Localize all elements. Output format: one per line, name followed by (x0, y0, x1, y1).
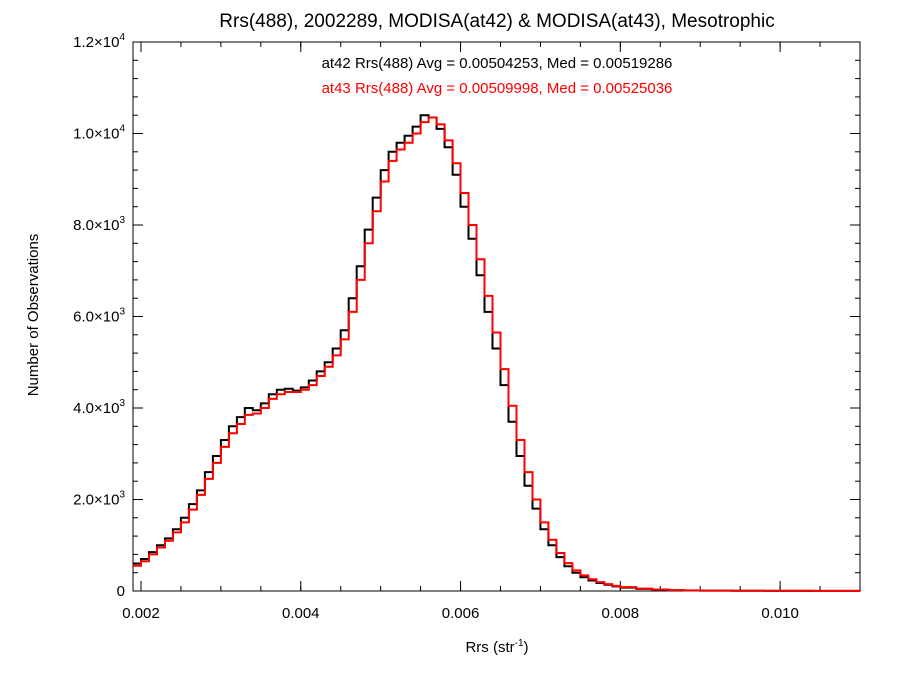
annotation-1: at42 Rrs(488) Avg = 0.00504253, Med = 0.… (322, 55, 673, 72)
y-tick-exponent: 4 (119, 124, 125, 135)
x-tick-label: 0.006 (442, 605, 480, 622)
x-axis-label-base: Rrs (str (465, 639, 514, 656)
y-tick-label: 6.0×103 (73, 307, 125, 326)
x-tick-label: 0.010 (761, 605, 799, 622)
y-tick-label: 8.0×103 (73, 215, 125, 234)
y-tick-mantissa: 8.0×10 (73, 217, 119, 234)
y-tick-label: 1.2×104 (73, 32, 125, 51)
plot-frame (132, 41, 861, 592)
y-tick-exponent: 3 (119, 307, 125, 318)
y-tick-label: 4.0×103 (73, 398, 125, 417)
chart-title: Rrs(488), 2002289, MODISA(at42) & MODISA… (219, 11, 774, 32)
x-axis-label-sup: -1 (515, 638, 524, 649)
y-tick-label: 1.0×104 (73, 124, 125, 143)
x-tick-label: 0.002 (122, 605, 160, 622)
y-tick-mantissa: 4.0×10 (73, 400, 119, 417)
y-tick-mantissa: 6.0×10 (73, 309, 119, 326)
plot-area: 0.002 0.004 0.006 0.008 0.01002.0×1034.0×103… (73, 32, 861, 622)
y-tick-mantissa: 1.2×10 (73, 34, 119, 51)
y-tick-exponent: 3 (119, 398, 125, 409)
y-tick-exponent: 4 (119, 32, 125, 43)
series-1-line (133, 114, 861, 592)
x-axis-label-tail: ) (524, 639, 529, 656)
annotation-2: at43 Rrs(488) Avg = 0.00509998, Med = 0.… (322, 80, 673, 97)
y-axis-label: Number of Observations (25, 234, 42, 397)
y-tick-exponent: 3 (119, 215, 125, 226)
y-tick-exponent: 3 (119, 490, 125, 501)
y-tick-mantissa: 2.0×10 (73, 492, 119, 509)
x-axis-label: Rrs (str-1) (465, 638, 528, 656)
y-tick-mantissa: 0 (117, 583, 125, 600)
y-tick-label: 2.0×103 (73, 490, 125, 509)
x-tick-label: 0.004 (282, 605, 320, 622)
series-2-line (133, 116, 861, 592)
y-tick-mantissa: 1.0×10 (73, 126, 119, 143)
x-tick-label: 0.008 (602, 605, 640, 622)
y-tick-label: 0 (117, 583, 125, 600)
